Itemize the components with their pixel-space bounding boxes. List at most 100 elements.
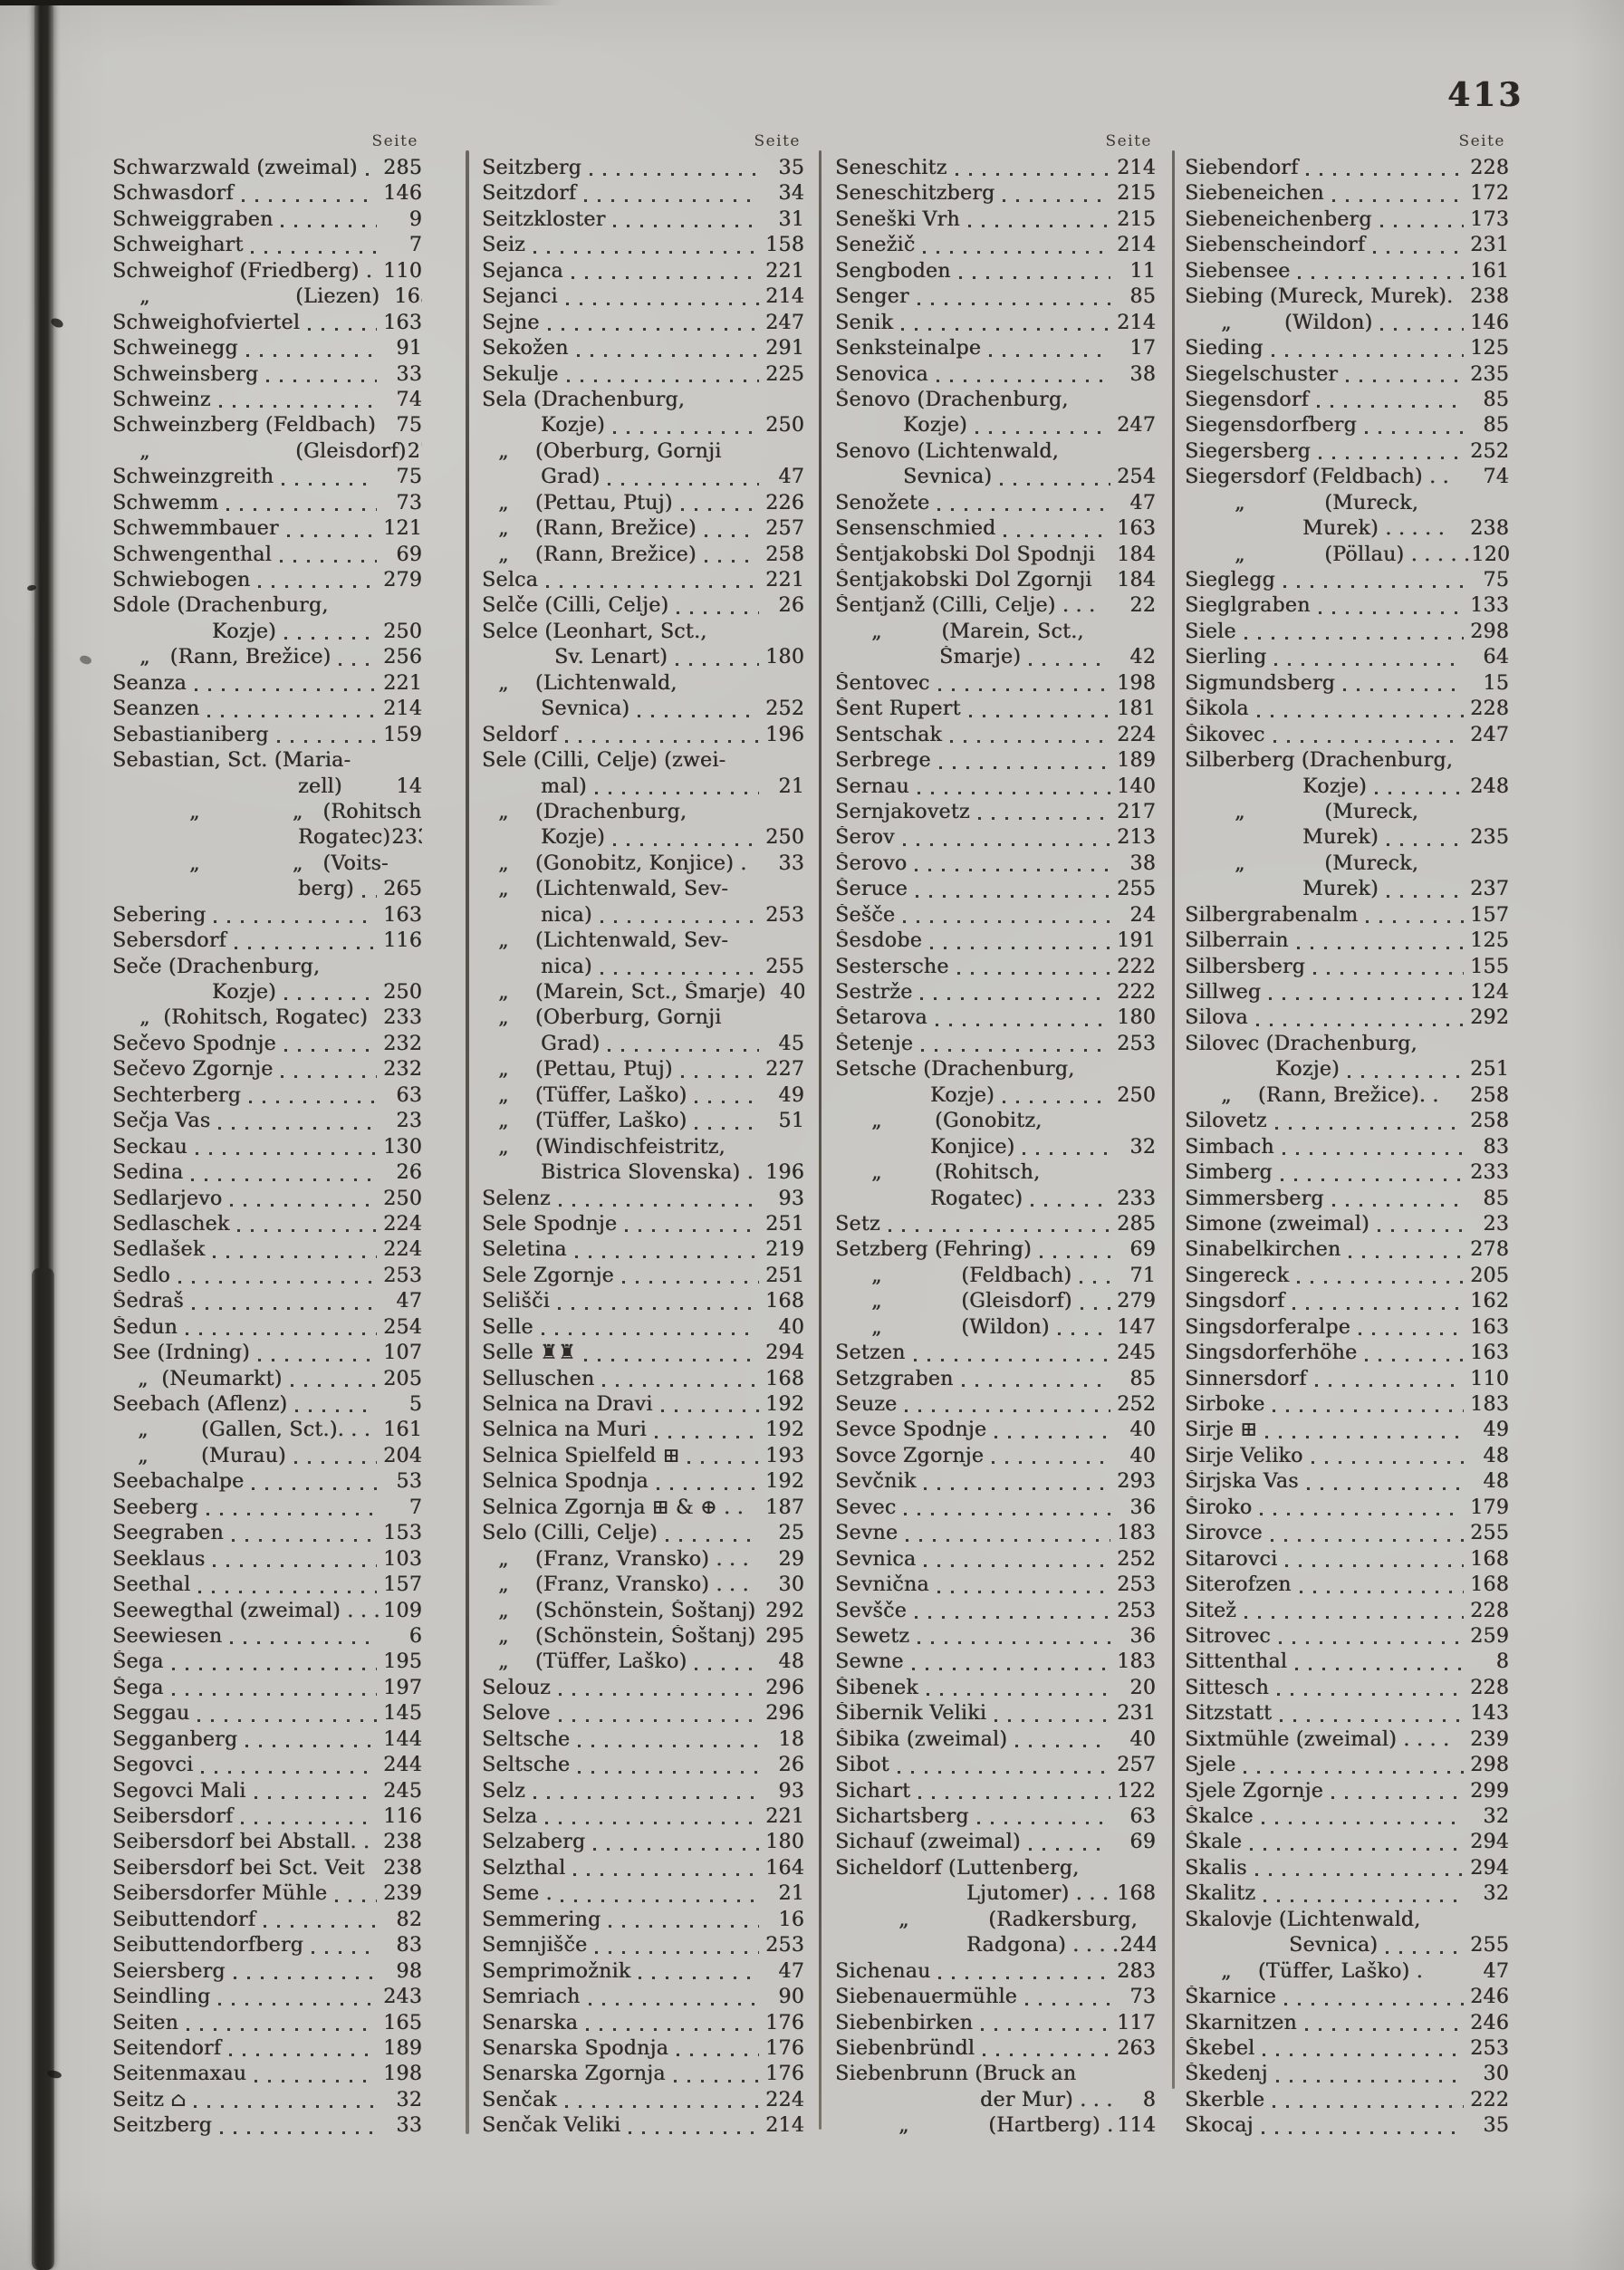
column-lines: Seneschitz 214 Seneschitzberg 215 Seneški Vr… [835,157,1156,2140]
dot-leader [557,1306,759,1310]
index-entry: „ (Franz, Vransko) . . . 30 [482,1573,804,1599]
entry-page-number: 7 [408,234,422,257]
index-entry: Šega 195 [112,1650,422,1676]
entry-name: Seiten [112,2011,178,2034]
entry-name: Siterofzen [1185,1573,1292,1597]
index-entry: „ (Oberburg, Gornji [482,1006,804,1032]
index-entry: Seltsche 26 [482,1754,804,1779]
entry-page-number: 238 [383,1831,422,1854]
index-entry: Schweinzberg (Feldbach) 75 [112,414,422,439]
dot-leader [290,1384,377,1387]
entry-name: Šetenje [835,1032,914,1055]
dot-leader [218,1126,377,1130]
entry-page-number: 168 [1117,1882,1156,1906]
entry-page-number: 147 [1117,1315,1156,1339]
entry-page-number: 9 [408,207,422,231]
entry-page-number: 69 [1129,1831,1156,1854]
entry-page-number: 205 [1470,1264,1509,1287]
index-entry: „ (Lichtenwald, [482,672,804,697]
dot-leader [1057,1332,1110,1336]
index-entry: Siegersdorf (Feldbach) . . 74 [1185,466,1509,491]
entry-page-number: 48 [778,1650,804,1674]
dot-leader [564,2105,759,2109]
column-header-seite: Seite [1458,132,1505,150]
entry-page-number: 20 [1129,1676,1156,1699]
dot-leader [1271,353,1464,357]
entry-page-number: 295 [765,1624,804,1648]
column-header-seite: Seite [1105,132,1152,150]
entry-name: Sichart [835,1779,911,1803]
dot-leader [213,1255,377,1258]
entry-page-number: 238 [1470,517,1509,541]
entry-page-number: 47 [778,466,804,489]
index-entry: Kozje) 250 [835,1084,1156,1110]
entry-page-number: 125 [1470,337,1509,361]
entry-page-number: 107 [383,1342,422,1365]
index-entry: Rogatec) 233 [835,1188,1156,1213]
dot-leader [1366,920,1464,924]
index-entry: Sentschak 224 [835,724,1156,749]
entry-page-number: 75 [396,466,422,489]
index-entry: Šentjakobski Dol Zgornji 184 [835,569,1156,594]
index-entry: Seggau 145 [112,1702,422,1727]
index-entry: Konjice) 32 [835,1136,1156,1161]
index-entry: Schwiebogen 279 [112,569,422,594]
index-entry: „ (Gonobitz, Konjice) . 33 [482,852,804,878]
entry-page-number: 224 [765,2088,804,2111]
dot-leader [560,1899,759,1902]
entry-page-number: 25 [778,1522,804,1545]
dot-leader [613,225,759,228]
index-entry: Sedina 26 [112,1161,422,1187]
index-entry: „ (Schönstein, Šoštanj) 295 [482,1625,804,1650]
index-entry: Sevnična 253 [835,1573,1156,1599]
dot-leader [1282,1152,1464,1156]
entry-name: Seckau [112,1135,187,1159]
dot-leader [245,1745,377,1748]
entry-name: Senger [835,285,909,309]
entry-page-number: 49 [1483,1419,1509,1442]
entry-page-number: 221 [765,569,804,592]
dot-leader [1306,1486,1464,1490]
entry-page-number: 75 [396,414,422,438]
entry-page-number: 21 [778,774,804,798]
dot-leader [1024,2002,1110,2005]
entry-page-number: 47 [1129,491,1156,515]
entry-name: Sichenau [835,1959,931,1983]
entry-page-number: 285 [383,157,422,179]
index-entry: Skalis 294 [1185,1857,1509,1882]
entry-name: „ (Wildon) [1221,311,1373,334]
index-entry: Sevnica) 255 [1185,1934,1509,1959]
dot-leader [638,714,759,717]
dot-leader [612,430,759,434]
dot-leader [206,1513,377,1516]
entry-page-number: 189 [383,2036,422,2060]
entry-page-number: 176 [765,2036,804,2060]
dot-leader [245,353,377,357]
dot-leader [1364,430,1464,434]
entry-page-number: 85 [1483,388,1509,411]
dot-leader [917,791,1110,794]
index-entry: „ (Pöllau) . . . . . 120 [1185,543,1509,569]
entry-page-number: 158 [765,234,804,257]
index-entry: Silovetz 258 [1185,1110,1509,1135]
dot-leader [602,1384,759,1387]
entry-name: Šikovec [1185,723,1265,746]
dot-leader [1039,1255,1110,1258]
dot-leader [1386,894,1464,898]
dot-leader [704,560,759,563]
index-entry: Seneschitz 214 [835,157,1156,182]
dot-leader [237,1229,377,1233]
index-entry: Siebeneichen 172 [1185,182,1509,207]
entry-name: Sestersche [835,955,949,978]
entry-page-number: 172 [1470,182,1509,206]
index-entry: Bistrica Slovenska) . 196 [482,1161,804,1187]
entry-page-number: 196 [765,723,804,746]
index-entry: See (Irdning) 107 [112,1342,422,1367]
entry-name: „ (Mureck, [1235,491,1419,515]
dot-leader [1313,972,1464,975]
entry-page-number: 30 [778,1573,804,1597]
entry-name: „ (Mureck, [1235,800,1419,823]
entry-name: Kozje) [212,981,276,1004]
entry-name: Setzberg (Fehring) [835,1238,1032,1262]
entry-name: Senarska Zgornja [482,2063,666,2086]
